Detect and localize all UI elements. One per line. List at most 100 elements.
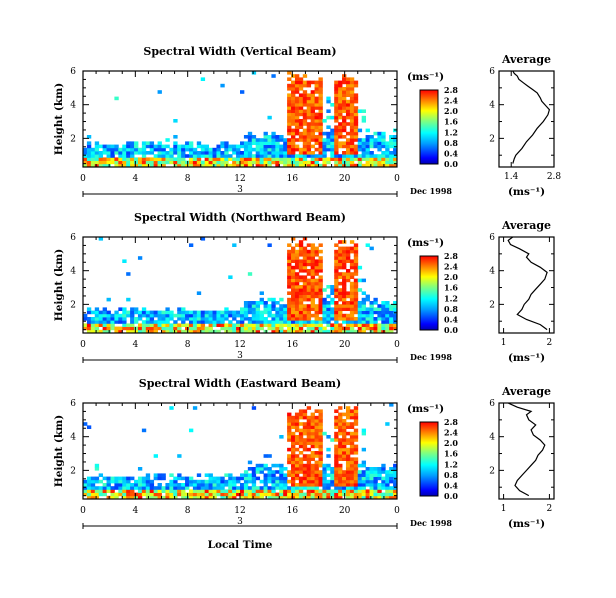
heatmap-cell [208,313,213,318]
heatmap-cell [122,489,127,493]
heatmap-cell [302,473,308,477]
heatmap-cell [259,323,264,327]
heatmap-cell [353,154,359,158]
heatmap-cell [294,463,300,468]
heatmap-cell [326,447,331,452]
heatmap-cell [342,256,347,260]
heatmap-cell [357,265,363,270]
heatmap-cell [310,90,315,94]
heatmap-cell [161,147,166,152]
heatmap-cell [145,320,151,324]
heatmap-cell [236,326,241,331]
heatmap-cell [98,154,104,158]
heatmap-cell [149,486,155,490]
heatmap-cell [342,483,347,487]
heatmap-cell [298,329,304,334]
heatmap-cell [322,329,327,334]
heatmap-cell [283,329,288,334]
heatmap-cell [365,297,370,302]
heatmap-cell [255,476,261,481]
heatmap-cell [188,317,194,321]
heatmap-cell [283,495,288,500]
heatmap-cell [314,425,319,429]
heatmap-cell [169,313,174,318]
heatmap-cell [122,157,127,161]
heatmap-cell [365,138,370,142]
heatmap-cell [243,151,249,155]
heatmap-cell [345,151,351,155]
heatmap-cell [310,467,315,471]
heatmap-cell [322,320,327,324]
heatmap-cell [130,486,135,490]
y-tick-label: 6 [489,399,495,409]
heatmap-cell [314,489,319,493]
heatmap-cell [165,489,170,493]
heatmap-cell [318,495,323,500]
heatmap-cell [287,438,292,442]
heatmap-cell [267,326,272,331]
heatmap-cell [122,323,127,327]
heatmap-cell [345,157,351,161]
heatmap-cell [287,492,292,497]
heatmap-cell [334,135,339,139]
heatmap-cell [306,125,312,129]
heatmap-cell [102,323,107,327]
heatmap-cell [294,329,300,334]
heatmap-cell [243,147,249,152]
heatmap-cell [357,163,363,168]
heatmap-cell [385,310,390,315]
heatmap-cell [334,119,339,123]
heatmap-cell [330,138,335,142]
heatmap-cell [298,320,304,324]
heatmap-cell [283,307,288,311]
heatmap-cell [314,87,319,91]
heatmap-cell [298,269,304,273]
heatmap-cell [302,160,308,165]
heatmap-cell [365,294,370,299]
heatmap-cell [322,160,327,165]
heatmap-cell [338,326,343,331]
heatmap-cell [365,467,370,471]
heatmap-cell [188,320,194,324]
heatmap-cell [157,483,162,487]
heatmap-cell [294,112,300,117]
heatmap-cell [342,297,347,302]
heatmap-cell [216,313,221,318]
heatmap-cell [306,285,312,289]
heatmap-cell [279,463,284,468]
heatmap-cell [322,151,327,155]
heatmap-cell [196,317,202,321]
heatmap-cell [353,435,359,439]
heatmap-cell [353,109,359,113]
heatmap-cell [377,483,382,487]
heatmap-cell [287,157,292,161]
heatmap-cell [334,138,339,142]
heatmap-cell [106,486,111,490]
heatmap-cell [377,135,382,139]
heatmap-cell [228,323,233,327]
x-tick-label: 8 [185,340,191,350]
heatmap-cell [345,422,351,426]
heatmap-cell [361,301,367,305]
heatmap-cell [271,326,276,331]
heatmap-cell [334,329,339,334]
heatmap-cell [149,157,155,161]
heatmap-cell [287,83,292,88]
heatmap-cell [314,80,319,85]
heatmap-cell [267,320,272,324]
heatmap-cell [342,294,347,299]
heatmap-cell [83,154,88,158]
heatmap-cell [353,106,359,110]
heatmap-cell [267,323,272,327]
heatmap-cell [161,310,166,315]
heatmap-cell [330,467,335,471]
heatmap-cell [345,460,351,465]
heatmap-cell [381,304,386,308]
heatmap-cell [326,317,331,321]
heatmap-cell [287,151,292,155]
heatmap-cell [212,483,217,487]
heatmap-cell [345,438,351,442]
heatmap-cell [353,253,359,257]
heatmap-cell [263,301,268,305]
heatmap-cell [338,99,343,104]
